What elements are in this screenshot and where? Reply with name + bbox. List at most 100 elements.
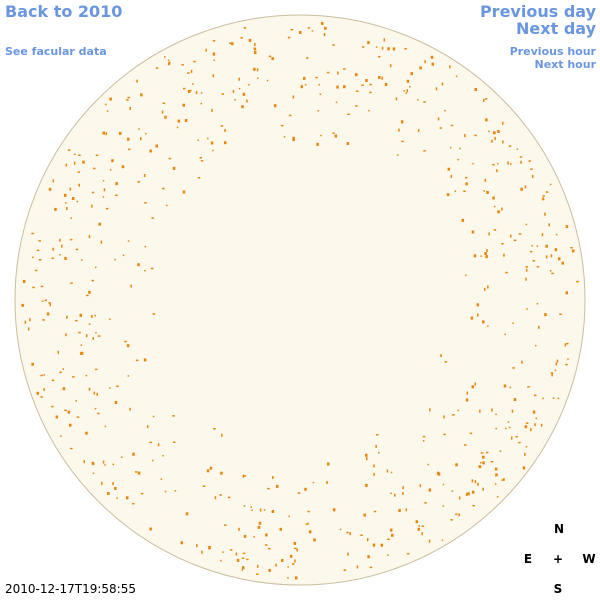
facula [22, 280, 26, 283]
facula [555, 233, 558, 236]
facula [243, 27, 247, 29]
facula [417, 99, 419, 101]
facula [419, 66, 422, 70]
facula [365, 483, 368, 487]
facula [476, 303, 479, 307]
facula [484, 252, 487, 255]
facula [81, 259, 83, 261]
compass-north: N [553, 522, 565, 536]
facula [486, 249, 488, 253]
facula [491, 408, 493, 412]
facular-link[interactable]: See facular data [5, 45, 107, 58]
facula [486, 451, 489, 454]
facula [281, 124, 284, 127]
facula [295, 576, 298, 580]
facula [224, 129, 226, 132]
facula [395, 97, 398, 101]
facula [130, 284, 132, 288]
solar-disk [14, 14, 586, 586]
facula [93, 167, 96, 170]
next-hour-link[interactable]: Next hour [534, 58, 597, 71]
facula [421, 525, 425, 527]
facula [332, 44, 335, 46]
facula [444, 361, 448, 363]
facula [65, 163, 68, 167]
facula [373, 472, 375, 476]
facula [129, 407, 131, 411]
facula [132, 452, 135, 456]
facula [140, 93, 143, 97]
facula [484, 178, 487, 182]
facula [557, 397, 560, 400]
facula [520, 187, 523, 191]
facula [40, 396, 43, 398]
previous-day-link[interactable]: Previous day [479, 2, 596, 21]
facula [550, 254, 553, 258]
facula [525, 268, 528, 272]
facula [512, 367, 515, 369]
facula [513, 398, 517, 401]
facula [378, 56, 381, 58]
facula [119, 131, 122, 135]
facula [534, 394, 537, 397]
facula [207, 137, 209, 140]
facula [308, 530, 312, 534]
facula [242, 566, 245, 570]
facula [487, 325, 489, 327]
facula [318, 83, 320, 86]
facula [406, 79, 410, 83]
facula [332, 508, 336, 512]
facula [189, 89, 192, 92]
facula [501, 207, 503, 211]
facula [66, 207, 68, 210]
facula [257, 77, 259, 79]
facula [384, 83, 388, 86]
facula [112, 463, 114, 466]
facula [469, 432, 473, 435]
facula [115, 182, 118, 186]
facula [265, 533, 268, 537]
facula [149, 149, 152, 153]
facula [51, 379, 55, 382]
facula [439, 127, 443, 129]
facula [545, 244, 548, 248]
previous-hour-link[interactable]: Previous hour [509, 45, 596, 58]
facula [137, 181, 140, 183]
facula [447, 167, 450, 171]
facula [94, 368, 98, 371]
facula [289, 554, 293, 558]
facula [234, 99, 236, 101]
facula [455, 463, 458, 467]
facula [321, 21, 324, 25]
facula [555, 362, 558, 366]
facula [457, 409, 459, 412]
facula [114, 487, 117, 490]
facula [187, 90, 191, 93]
back-link[interactable]: Back to 2010 [5, 2, 123, 21]
facula [477, 482, 479, 486]
facula [428, 539, 431, 543]
facula [85, 334, 88, 338]
facula [221, 93, 225, 95]
facula [70, 447, 73, 450]
facula [401, 140, 404, 143]
facula [368, 109, 370, 112]
facula [474, 88, 477, 91]
facula [511, 409, 514, 413]
compass-east: E [523, 552, 533, 566]
facula [195, 91, 198, 95]
facula [450, 174, 453, 178]
facula [146, 425, 149, 429]
facula [336, 85, 339, 89]
next-day-link[interactable]: Next day [516, 19, 596, 38]
facula [212, 74, 215, 78]
facula [187, 72, 190, 74]
facula [365, 453, 368, 457]
facula [65, 333, 67, 337]
facula [107, 492, 110, 495]
facula [503, 384, 507, 388]
facula [162, 102, 166, 104]
facula [482, 455, 485, 459]
facula [254, 43, 256, 46]
